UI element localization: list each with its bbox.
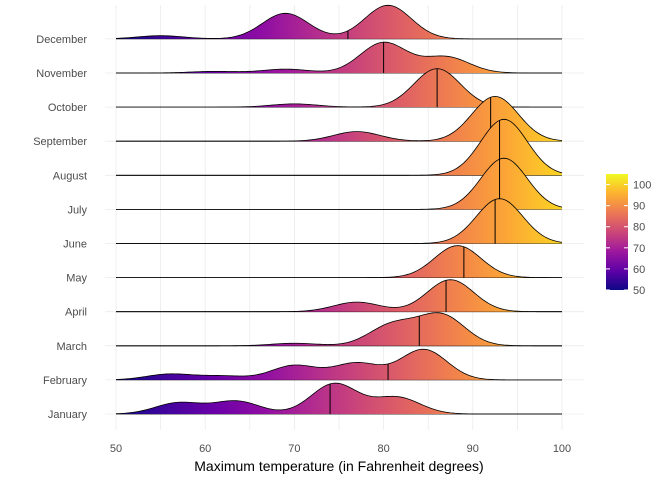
x-tick-label: 80 [377, 443, 389, 455]
ridge-november [116, 41, 562, 74]
legend-tick-label: 100 [633, 180, 651, 192]
ridge-june [116, 198, 563, 244]
x-tick-label: 60 [199, 443, 211, 455]
legend-tick-label: 80 [633, 222, 645, 234]
ridge-february [115, 348, 562, 381]
ridge-outline [116, 118, 563, 176]
y-tick-label: June [63, 239, 87, 251]
y-tick-label: July [67, 204, 87, 216]
ridge-outline [115, 382, 562, 415]
color-legend: 50 60 70 80 90 100 [606, 174, 651, 297]
ridge-outline [116, 198, 563, 244]
ridge-april [116, 279, 562, 313]
ridge-outline [116, 312, 562, 347]
ridge-area [116, 68, 562, 108]
x-tick-label: 50 [110, 443, 122, 455]
x-tick-label: 100 [553, 443, 571, 455]
ridge-area [116, 279, 562, 312]
ridges [115, 4, 563, 415]
ridge-outline [115, 348, 562, 381]
ridge-outline [116, 245, 562, 278]
y-tick-label: September [33, 136, 87, 148]
y-tick-label: February [43, 375, 88, 387]
ridge-outline [116, 157, 563, 210]
y-tick-label: March [56, 341, 87, 353]
ridge-may [116, 245, 562, 279]
legend-tick-label: 50 [633, 285, 645, 297]
y-tick-label: April [65, 307, 87, 319]
legend-tick-label: 70 [633, 243, 645, 255]
y-tick-label: December [36, 34, 87, 46]
ridge-march [116, 312, 562, 347]
ridge-area [116, 245, 562, 278]
legend-tick-label: 60 [633, 264, 645, 276]
y-tick-label: January [48, 409, 88, 421]
x-tick-label: 70 [288, 443, 300, 455]
ridge-december [115, 4, 562, 40]
x-tick-label: 90 [467, 443, 479, 455]
ridge-outline [115, 4, 562, 40]
y-tick-label: May [66, 273, 87, 285]
ridge-area [116, 383, 562, 414]
legend-tick-label: 90 [633, 201, 645, 213]
ridge-area [116, 198, 562, 244]
ridge-area [116, 42, 562, 73]
y-tick-label: November [36, 68, 87, 80]
ridge-outline [116, 279, 562, 313]
y-tick-label: October [48, 102, 87, 114]
ridge-outline [116, 41, 562, 74]
colorbar [606, 174, 628, 290]
x-axis-title: Maximum temperature (in Fahrenheit degre… [194, 458, 483, 474]
ridge-area [116, 158, 562, 210]
ridge-january [115, 382, 562, 415]
x-axis: 50 60 70 80 90 100 [110, 443, 571, 455]
ridge-area [116, 349, 562, 380]
ridge-area [116, 312, 562, 346]
y-tick-label: August [53, 170, 87, 182]
ridge-outline [116, 95, 563, 142]
y-axis: December November October September August Ju… [33, 34, 87, 421]
